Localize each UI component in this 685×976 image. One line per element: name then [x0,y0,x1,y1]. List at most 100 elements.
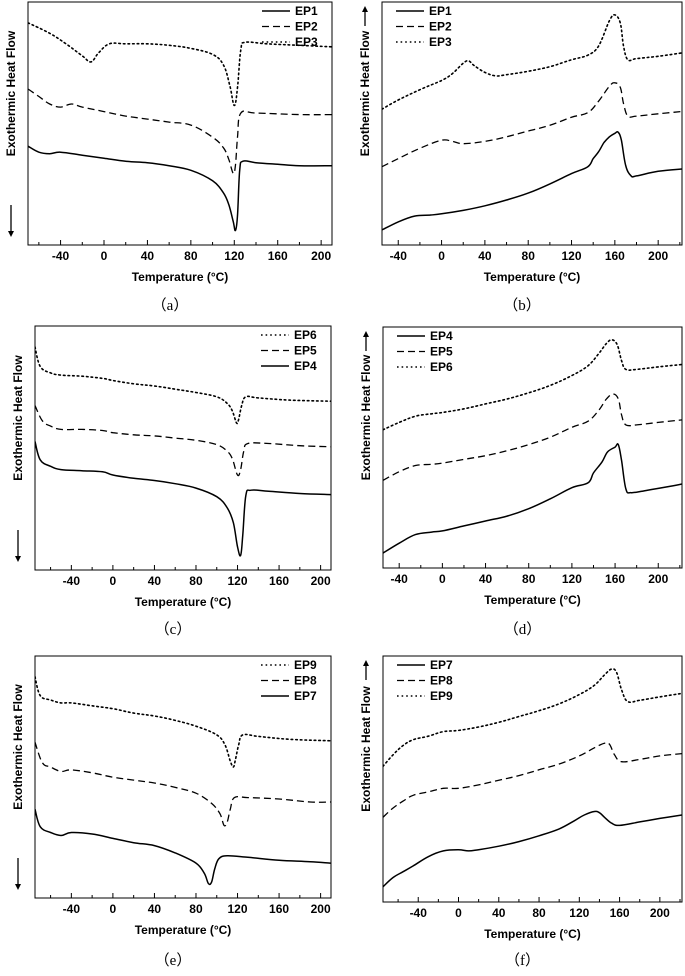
x-tick-label: 200 [648,249,668,263]
arrow-head-down-icon [15,556,21,562]
y-axis-label: Exothermic Heat Flow [359,354,373,480]
x-axis-label: Temperature (°C) [132,270,229,284]
panel-a: -40 0 40 80 120 160 200 Temperature (°C) Exother… [4,1,333,314]
panel-caption: （b） [503,297,541,314]
x-tick-label: 40 [479,572,493,586]
legend-label: EP5 [430,345,453,359]
panel-e: -40 0 40 80 120 160 200 Temperature (°C) Exother… [11,655,332,969]
legend-label: EP9 [430,689,453,703]
x-tick-label: 0 [110,902,117,916]
x-tick-label: 40 [141,249,155,263]
plot-frame [34,655,332,899]
arrow-head-down-icon [8,231,14,237]
x-tick-label: 120 [569,906,589,920]
x-tick-label: 200 [650,906,670,920]
legend-label: EP4 [294,359,317,373]
series-line-ep6 [383,338,682,431]
x-axis-label: Temperature (°C) [484,927,581,941]
legend-label: EP8 [430,674,453,688]
x-tick-label: 40 [148,902,162,916]
plot-frame [34,325,332,571]
x-axis-label: Temperature (°C) [484,270,581,284]
x-tick-label: 80 [522,572,536,586]
legend-label: EP8 [294,674,317,688]
panel-caption: （f） [505,952,540,969]
x-tick-label: -40 [410,906,428,920]
legend-label: EP9 [294,658,317,672]
series-line-ep3 [382,14,682,110]
x-tick-label: -40 [52,249,70,263]
x-tick-label: 0 [439,572,446,586]
series-line-ep4 [383,442,682,554]
x-tick-label: 0 [438,249,445,263]
arrow-head-up-icon [362,6,368,12]
arrow-head-up-icon [363,331,369,337]
series-line-ep5 [35,405,331,477]
x-tick-label: 40 [148,574,162,588]
legend-label: EP7 [294,689,317,703]
legend-label: EP2 [429,20,452,34]
legend-label: EP2 [295,20,318,34]
x-tick-label: 200 [311,249,331,263]
panel-caption: （c） [155,621,192,638]
x-tick-label: 80 [522,249,536,263]
x-tick-label: -40 [390,249,408,263]
series-line-ep8 [383,742,682,818]
plot-frame [27,1,333,246]
y-axis-label: Exothermic Heat Flow [11,355,25,481]
series-line-ep3 [28,22,332,107]
legend-label: EP7 [430,658,453,672]
x-tick-label: 160 [610,906,630,920]
x-tick-label: 0 [455,906,462,920]
x-tick-label: 160 [269,574,289,588]
x-tick-label: 120 [228,902,248,916]
series-line-ep8 [35,741,331,827]
series-line-ep4 [35,441,331,557]
x-tick-label: 200 [311,574,331,588]
arrow-head-down-icon [15,884,21,890]
x-tick-label: 160 [605,249,625,263]
series-line-ep2 [382,82,682,168]
y-axis-label: Exothermic Heat Flow [11,684,25,810]
legend-label: EP6 [430,360,453,374]
series-line-ep7 [383,810,682,888]
x-tick-label: 120 [562,572,582,586]
panel-caption: （d） [504,621,542,638]
legend-label: EP3 [295,35,318,49]
legend-label: EP4 [430,329,453,343]
x-tick-label: 120 [224,249,244,263]
legend-label: EP3 [429,35,452,49]
x-tick-label: 200 [311,902,331,916]
legend-label: EP5 [294,344,317,358]
x-axis-label: Temperature (°C) [135,923,232,937]
series-line-ep7 [35,808,331,886]
panel-caption: （e） [155,952,192,969]
series-line-ep1 [28,145,332,232]
x-tick-label: 40 [478,249,492,263]
series-line-ep2 [28,88,332,175]
panel-d: -40 0 40 80 120 160 200 Temperature (°C) Exother… [359,326,683,638]
series-line-ep1 [382,131,682,231]
x-tick-label: -40 [63,574,81,588]
x-tick-label: 80 [189,902,203,916]
x-tick-label: 160 [605,572,625,586]
series-line-ep9 [383,668,682,768]
plot-frame [382,326,683,569]
x-tick-label: -40 [63,902,81,916]
plot-frame [381,1,683,246]
x-tick-label: 200 [648,572,668,586]
x-axis-label: Temperature (°C) [484,593,581,607]
series-line-ep5 [383,393,682,481]
x-tick-label: 160 [269,902,289,916]
panel-caption: （a） [152,297,189,314]
plot-frame [382,655,683,903]
x-tick-label: 120 [228,574,248,588]
arrow-head-up-icon [363,660,369,666]
legend-label: EP1 [295,4,318,18]
x-tick-label: -40 [391,572,409,586]
x-tick-label: 80 [532,906,546,920]
x-tick-label: 0 [110,574,117,588]
legend-label: EP6 [294,328,317,342]
x-tick-label: 120 [562,249,582,263]
